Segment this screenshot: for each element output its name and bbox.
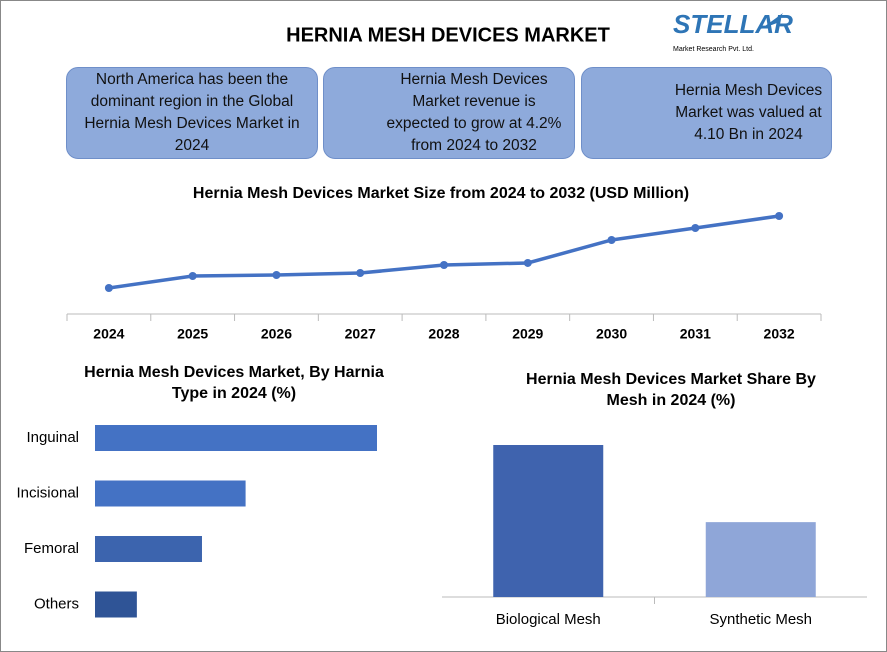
point (775, 212, 784, 220)
bar (95, 480, 246, 507)
bar (705, 522, 816, 597)
chart-title: Hernia Mesh Devices Market Size from 202… (193, 185, 689, 202)
x-tick-label: Synthetic Mesh (709, 611, 812, 628)
chart-title: Hernia Mesh Devices Market, By Harnia Typ… (84, 364, 384, 402)
info-box: Hernia Mesh Devices Market revenue is ex… (323, 67, 575, 159)
point (607, 235, 616, 244)
y-tick-label: Inguinal (26, 429, 79, 446)
info-box: Hernia Mesh Devices Market was valued at… (581, 67, 832, 159)
point (440, 261, 448, 270)
line-series (108, 214, 780, 290)
page-title: HERNIA MESH DEVICES MARKET (286, 24, 610, 46)
bar (95, 591, 137, 618)
x-tick-label: 2025 (177, 326, 208, 342)
x-tick-label: 2032 (764, 326, 795, 342)
x-tick-label: 2028 (428, 326, 459, 342)
logo-arrow (761, 13, 783, 29)
x-tick-label: 2030 (596, 326, 627, 342)
bar (95, 425, 377, 451)
logo-tagline: Market Research Pvt. Ltd. (673, 46, 754, 53)
x-tick-label: 2029 (512, 326, 543, 342)
point (691, 224, 700, 233)
x-tick-label: Biological Mesh (496, 611, 601, 628)
bar (95, 536, 202, 562)
y-tick-label: Others (34, 595, 79, 612)
y-tick-label: Femoral (24, 540, 79, 557)
x-tick-label: 2024 (93, 326, 124, 342)
bar (493, 445, 604, 597)
x-tick-label: 2027 (345, 326, 376, 342)
logo-name: STELLAR (673, 9, 793, 39)
point (104, 284, 113, 292)
point (523, 258, 532, 267)
point (188, 271, 197, 280)
x-tick-label: 2031 (680, 326, 711, 342)
point (356, 269, 365, 278)
point (272, 270, 281, 279)
y-tick-label: Incisional (16, 484, 79, 501)
info-box: North America has been the dominant regi… (66, 67, 318, 159)
chart-title: Hernia Mesh Devices Market Share By Mesh … (526, 371, 816, 409)
x-tick-label: 2026 (261, 326, 292, 342)
